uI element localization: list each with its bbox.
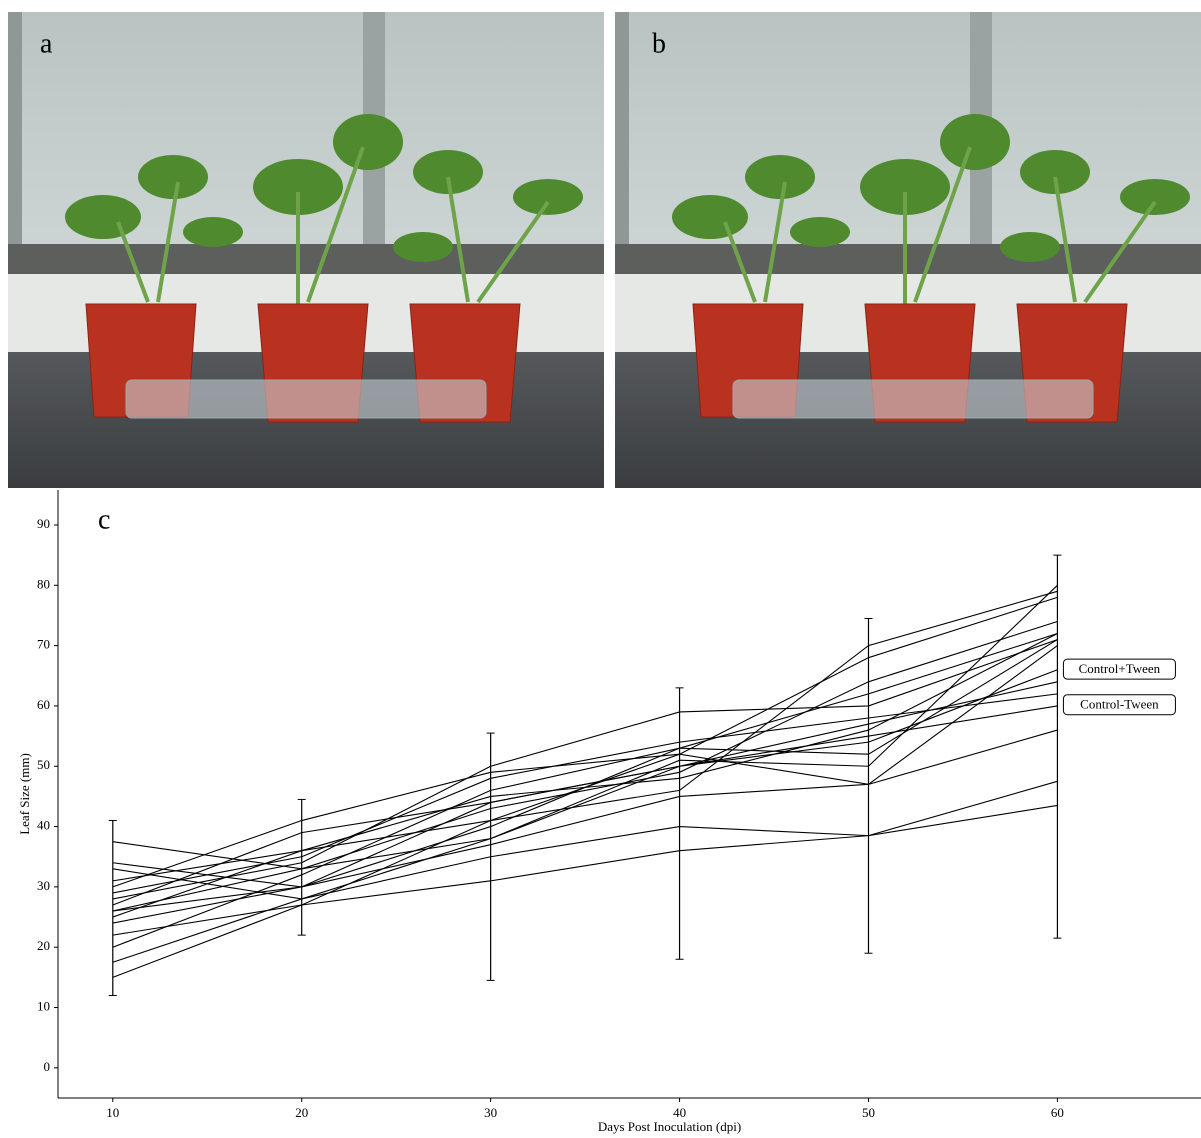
y-tick-label: 10 — [37, 999, 50, 1014]
y-tick-label: 80 — [37, 576, 50, 591]
x-tick-label: 50 — [862, 1105, 875, 1120]
figure: a b c 0 10 20 30 40 50 60 70 80 90 10 20 30 40 50 60 Day… — [0, 0, 1201, 1138]
series-line — [113, 597, 1058, 887]
annotation: Control-Tween — [1080, 697, 1159, 712]
photo-b: b — [615, 12, 1201, 488]
series-line — [113, 730, 1058, 887]
y-tick-label: 0 — [44, 1059, 51, 1074]
series-line — [113, 640, 1058, 911]
y-tick-label: 90 — [37, 516, 50, 531]
panel-label: b — [652, 28, 666, 59]
panel-label: a — [40, 28, 53, 59]
y-axis-label: Leaf Size (mm) — [17, 753, 32, 835]
y-tick-label: 40 — [37, 818, 50, 833]
y-tick-label: 20 — [37, 938, 50, 953]
annotation: Control+Tween — [1079, 661, 1161, 676]
x-tick-label: 10 — [106, 1105, 119, 1120]
x-tick-label: 30 — [484, 1105, 497, 1120]
y-tick-label: 60 — [37, 697, 50, 712]
panel-label: c — [98, 504, 110, 535]
x-tick-label: 40 — [673, 1105, 686, 1120]
series-line — [113, 634, 1058, 917]
y-tick-label: 70 — [37, 637, 50, 652]
chart: 0 10 20 30 40 50 60 70 80 90 10 20 30 40 50 60 Days Post… — [17, 490, 1201, 1134]
x-tick-label: 20 — [295, 1105, 308, 1120]
x-tick-label: 60 — [1051, 1105, 1064, 1120]
y-tick-label: 30 — [37, 878, 50, 893]
y-tick-label: 50 — [37, 757, 50, 772]
photo-a: a — [8, 12, 604, 488]
x-axis-label: Days Post Inoculation (dpi) — [598, 1119, 741, 1134]
